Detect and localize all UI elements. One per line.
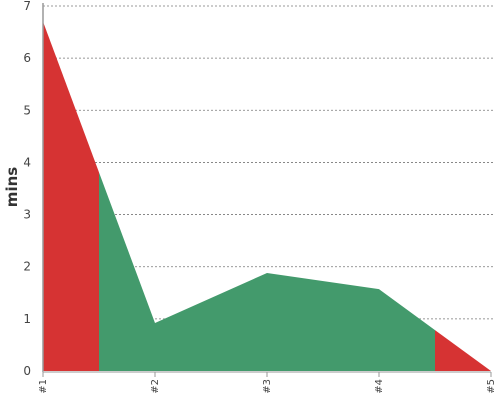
gridlines <box>43 5 495 320</box>
x-tick-label-4: #4 <box>374 379 385 394</box>
y-tick-label-7: 7 <box>23 0 31 13</box>
area-segment-1 <box>43 21 99 372</box>
area-segment-3 <box>435 330 491 371</box>
x-tick-label-5: #5 <box>486 379 497 394</box>
x-tick-label-2: #2 <box>150 379 161 394</box>
area-segments <box>43 21 491 372</box>
y-tick-label-6: 6 <box>23 51 31 65</box>
x-tick-label-3: #3 <box>262 379 273 394</box>
x-tick-label-1: #1 <box>38 379 49 394</box>
y-tick-labels: 0 1 2 3 4 5 6 7 <box>23 0 31 378</box>
y-tick-label-5: 5 <box>23 103 31 117</box>
y-tick-label-1: 1 <box>23 312 31 326</box>
x-tick-labels: #1 #2 #3 #4 #5 <box>38 372 497 394</box>
y-tick-label-3: 3 <box>23 208 31 222</box>
y-tick-label-2: 2 <box>23 260 31 274</box>
y-tick-label-4: 4 <box>23 155 31 169</box>
area-segment-2 <box>99 172 435 371</box>
y-axis-label: mins <box>3 167 21 207</box>
y-tick-label-0: 0 <box>23 364 31 378</box>
